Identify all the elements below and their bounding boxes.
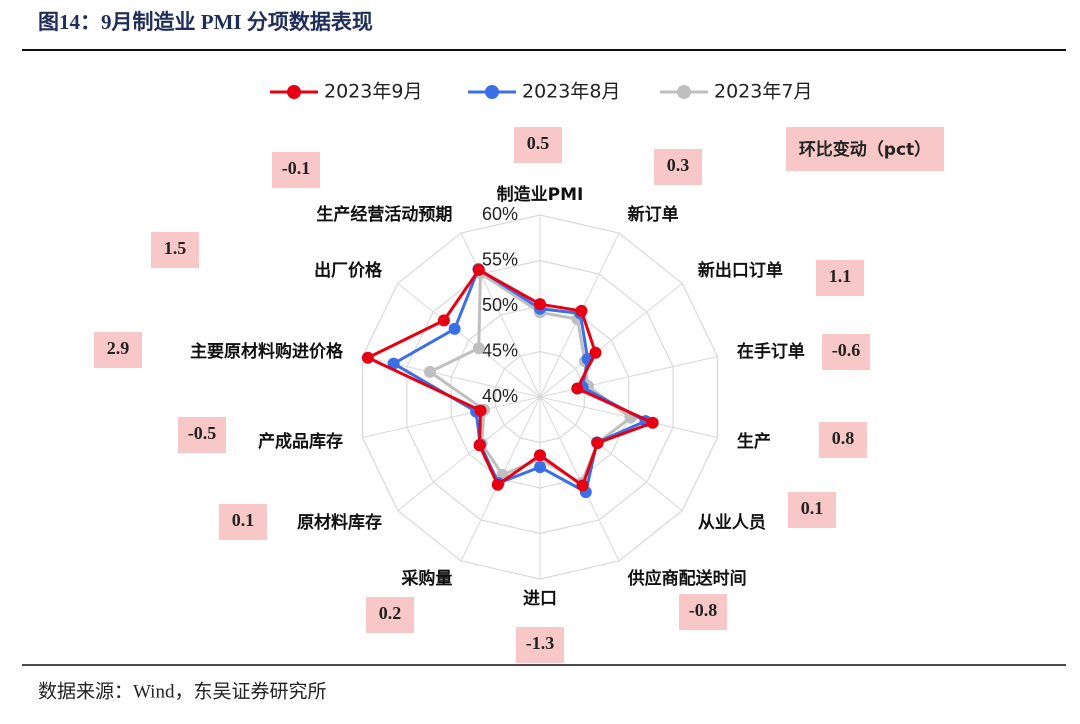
- grid-ring: [450, 305, 630, 489]
- legend-label: 2023年9月: [324, 81, 422, 103]
- data-point: [474, 404, 487, 417]
- annotation-value: -0.5: [188, 423, 217, 443]
- data-point: [575, 304, 588, 317]
- category-label: 出厂价格: [314, 260, 383, 281]
- grid-ring: [361, 214, 719, 580]
- annotation-value: -0.6: [832, 340, 861, 360]
- annotation-box: [219, 504, 267, 540]
- annotation-box: [822, 334, 870, 370]
- category-label: 新出口订单: [698, 260, 783, 281]
- annotation-value: 0.1: [232, 510, 255, 530]
- annotation-value: 1.5: [164, 238, 187, 258]
- series-line: [427, 270, 633, 486]
- annotation-box: [272, 152, 320, 188]
- data-point: [534, 461, 546, 474]
- annotation-value: 0.2: [379, 603, 402, 623]
- annotation-box: [788, 492, 836, 528]
- annotation-value: 0.5: [527, 133, 550, 153]
- data-point: [437, 314, 450, 327]
- category-label: 进口: [523, 589, 557, 609]
- legend-marker: [287, 85, 301, 99]
- data-point: [534, 449, 546, 462]
- category-label: 采购量: [400, 568, 452, 589]
- annotation-box: [679, 594, 727, 630]
- legend-label: 2023年8月: [522, 81, 620, 103]
- r-tick-label: 60%: [482, 204, 518, 224]
- category-label: 制造业PMI: [497, 184, 584, 205]
- category-label: 在手订单: [737, 341, 805, 362]
- data-point: [387, 357, 400, 370]
- data-point: [571, 382, 584, 395]
- data-point: [491, 478, 504, 491]
- data-point: [448, 322, 461, 335]
- annotation-box: [366, 597, 414, 633]
- data-point: [472, 342, 485, 355]
- category-label: 主要原材料购进价格: [190, 341, 344, 362]
- annotation-box: [654, 149, 702, 185]
- data-point: [534, 298, 546, 311]
- category-label: 产成品库存: [258, 431, 343, 452]
- category-label: 从业人员: [698, 513, 766, 533]
- annotation-box: [94, 332, 142, 368]
- data-point: [591, 436, 604, 449]
- annotation-value: -0.1: [282, 158, 311, 178]
- source-note: 数据来源：Wind，东吴证券研究所: [38, 680, 326, 702]
- category-label: 原材料库存: [297, 512, 382, 533]
- annotation-box: [516, 627, 564, 663]
- annotation-value: 2.9: [107, 338, 130, 358]
- r-tick-label: 45%: [482, 340, 518, 360]
- annotation-value: -1.3: [526, 633, 555, 653]
- annotation-value: 0.3: [667, 155, 690, 175]
- annotation-value: -0.8: [689, 600, 718, 620]
- data-point: [473, 439, 486, 452]
- r-tick-label: 55%: [482, 249, 518, 269]
- annotation-value: 0.1: [801, 498, 824, 518]
- legend-marker: [485, 85, 499, 99]
- category-label: 新订单: [628, 204, 679, 225]
- category-label: 生产: [737, 431, 771, 452]
- annotation-box: [819, 422, 867, 458]
- data-point: [423, 365, 436, 378]
- data-point: [576, 479, 589, 492]
- r-tick-label: 50%: [482, 295, 518, 315]
- data-point: [646, 416, 659, 429]
- annotation-box: [816, 260, 864, 296]
- annotation-value: 1.1: [829, 266, 852, 286]
- data-point: [361, 351, 374, 364]
- category-label: 供应商配送时间: [627, 568, 747, 589]
- annotation-title: 环比变动（pct）: [799, 139, 931, 160]
- annotation-box: [178, 417, 226, 453]
- annotation-box: [151, 232, 199, 268]
- r-tick-label: 40%: [482, 386, 518, 406]
- page-title: 图14：9月制造业 PMI 分项数据表现: [38, 10, 373, 34]
- legend-marker: [677, 85, 691, 99]
- annotation-title-box: [786, 127, 944, 171]
- data-point: [472, 263, 485, 276]
- grid-ring: [495, 350, 585, 444]
- data-point: [589, 346, 602, 359]
- category-label: 生产经营活动预期: [316, 204, 452, 225]
- annotation-box: [514, 127, 562, 163]
- legend-label: 2023年7月: [714, 81, 812, 103]
- annotation-value: 0.8: [832, 428, 855, 448]
